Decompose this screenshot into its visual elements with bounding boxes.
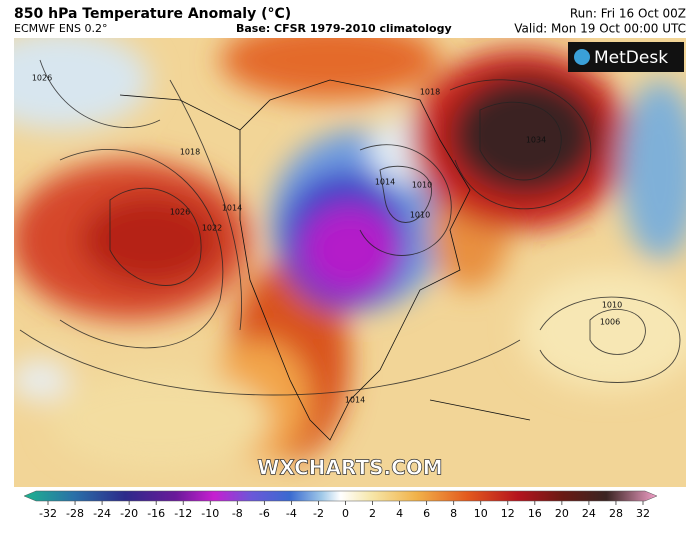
colorbar-tick-label: -12 bbox=[174, 507, 192, 520]
isobar-label: 1006 bbox=[600, 318, 620, 327]
colorbar-tick-label: 8 bbox=[450, 507, 457, 520]
isobar-label: 1026 bbox=[32, 74, 52, 83]
colorbar-tick-label: -32 bbox=[39, 507, 57, 520]
colorbar-tick-label: -8 bbox=[232, 507, 243, 520]
colorbar-tick-label: -16 bbox=[147, 507, 165, 520]
isobar-label: 1014 bbox=[222, 204, 242, 213]
colorbar-tick-label: -6 bbox=[259, 507, 270, 520]
colorbar-tick-label: -2 bbox=[313, 507, 324, 520]
map bbox=[14, 38, 686, 487]
colorbar-tick-label: 10 bbox=[474, 507, 488, 520]
colorbar-tick-label: -20 bbox=[120, 507, 138, 520]
isobar-label: 1010 bbox=[412, 181, 432, 190]
isobar-label: 1018 bbox=[420, 88, 440, 97]
colorbar-tick-label: -4 bbox=[286, 507, 297, 520]
colorbar-tick-label: -10 bbox=[201, 507, 219, 520]
colorbar-tick-label: -28 bbox=[66, 507, 84, 520]
colorbar-tick-label: -24 bbox=[93, 507, 111, 520]
model: ECMWF ENS 0.2° bbox=[14, 22, 107, 35]
isobar-label: 1014 bbox=[345, 396, 365, 405]
isobar-label: 1010 bbox=[410, 211, 430, 220]
colorbar-tick-label: 20 bbox=[555, 507, 569, 520]
colorbar-tick-label: 4 bbox=[396, 507, 403, 520]
colorbar-tick-label: 24 bbox=[582, 507, 596, 520]
base: Base: CFSR 1979-2010 climatology bbox=[236, 22, 452, 35]
header: 850 hPa Temperature Anomaly (°C) ECMWF E… bbox=[14, 6, 686, 36]
isobar-label: 1010 bbox=[602, 301, 622, 310]
valid: Valid: Mon 19 Oct 00:00 UTC bbox=[514, 22, 686, 36]
colorbar-ticks: -32 -28 -24 -20 -16 -12 -10 -8 -6 -4 -2 0 2 4 6 8 10 12 16… bbox=[39, 501, 650, 520]
isobar-labels: 1026 1018 1026 1022 1014 1014 1010 1010 1018 1034… bbox=[32, 74, 622, 405]
title: 850 hPa Temperature Anomaly (°C) bbox=[14, 6, 291, 22]
logo: MetDesk bbox=[594, 48, 668, 68]
colorbar-tick-label: 0 bbox=[342, 507, 349, 520]
colorbar-tick-label: 12 bbox=[501, 507, 515, 520]
isobar-label: 1026 bbox=[170, 208, 190, 217]
run: Run: Fri 16 Oct 00Z bbox=[570, 7, 686, 21]
isobar-label: 1014 bbox=[375, 178, 395, 187]
isobar-label: 1022 bbox=[202, 224, 222, 233]
isobar-label: 1034 bbox=[526, 136, 546, 145]
watermark: WXCHARTS.COM bbox=[257, 456, 442, 480]
colorbar-tick-label: 6 bbox=[423, 507, 430, 520]
colorbar-tick-label: 32 bbox=[636, 507, 650, 520]
colorbar-tick-label: 28 bbox=[609, 507, 623, 520]
logo-icon bbox=[574, 49, 590, 65]
colorbar-tick-label: 16 bbox=[528, 507, 542, 520]
colorbar bbox=[23, 490, 658, 502]
isobar-label: 1018 bbox=[180, 148, 200, 157]
colorbar-tick-label: 2 bbox=[369, 507, 376, 520]
